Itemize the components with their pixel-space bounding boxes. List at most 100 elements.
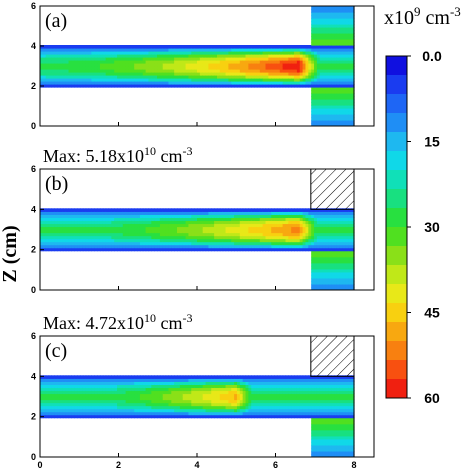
density-cell (157, 223, 161, 228)
density-cell (148, 84, 152, 88)
density-cell (242, 393, 247, 398)
density-cell (108, 226, 112, 231)
density-cell (159, 244, 164, 249)
density-cell (325, 283, 329, 288)
density-cell (225, 235, 229, 240)
density-cell (216, 375, 221, 379)
density-cell (316, 262, 321, 267)
density-cell (88, 235, 92, 240)
density-cell (42, 411, 47, 416)
density-cell (125, 214, 130, 219)
density-cell (316, 244, 321, 249)
density-cell (114, 214, 118, 219)
density-cell (239, 381, 244, 385)
density-cell (194, 81, 198, 85)
density-cell (334, 111, 338, 115)
density-cell (85, 244, 90, 249)
density-cell (108, 375, 112, 379)
density-cell (162, 72, 167, 76)
density-cell (345, 235, 349, 240)
density-cell (219, 381, 224, 385)
density-cell (57, 375, 61, 379)
density-cell (259, 381, 264, 385)
density-cell (145, 72, 150, 76)
density-cell (294, 211, 298, 215)
density-cell (345, 229, 349, 234)
density-cell (125, 226, 130, 231)
density-cell (191, 223, 195, 228)
density-cell (328, 244, 332, 249)
density-cell (331, 72, 335, 76)
density-cell (225, 396, 229, 401)
density-cell (296, 78, 301, 82)
density-cell (296, 84, 301, 88)
density-cell (288, 393, 292, 398)
density-cell (157, 72, 161, 76)
density-cell (276, 226, 281, 231)
density-cell (222, 387, 227, 392)
density-cell (336, 114, 341, 118)
density-cell (40, 381, 44, 385)
density-cell (211, 66, 215, 70)
density-cell (339, 6, 344, 10)
density-cell (191, 375, 195, 379)
density-cell (339, 247, 344, 252)
density-cell (222, 51, 227, 55)
density-cell (99, 226, 104, 231)
density-cell (256, 60, 261, 64)
density-cell (265, 72, 269, 76)
density-cell (291, 414, 295, 419)
density-cell (105, 226, 110, 231)
density-cell (339, 24, 344, 28)
density-cell (54, 214, 58, 219)
density-cell (296, 223, 301, 228)
density-cell (102, 244, 107, 249)
density-cell (82, 217, 87, 222)
density-cell (142, 69, 147, 73)
density-cell (191, 66, 195, 70)
density-cell (242, 238, 247, 243)
density-cell (322, 229, 327, 234)
density-cell (42, 69, 47, 73)
density-cell (91, 384, 95, 389)
density-cell (216, 226, 221, 231)
density-cell (256, 220, 261, 225)
density-cell (119, 51, 124, 55)
density-cell (316, 18, 321, 22)
density-cell (119, 405, 124, 410)
density-cell (222, 69, 227, 73)
density-cell (48, 214, 53, 219)
density-cell (99, 387, 104, 392)
density-cell (351, 232, 355, 237)
density-cell (137, 387, 141, 392)
density-cell (319, 21, 324, 25)
density-cell (322, 108, 327, 112)
density-cell (77, 232, 81, 237)
density-cell (131, 402, 135, 407)
density-cell (214, 235, 218, 240)
density-cell (334, 217, 338, 222)
density-cell (99, 411, 104, 416)
density-cell (322, 117, 327, 121)
density-cell (142, 244, 147, 249)
density-cell (94, 217, 98, 222)
density-cell (191, 45, 195, 49)
density-cell (314, 214, 318, 219)
density-cell (108, 235, 112, 240)
density-cell (117, 214, 121, 219)
density-cell (94, 232, 98, 237)
density-cell (117, 244, 121, 249)
density-cell (197, 414, 201, 419)
density-cell (59, 408, 64, 413)
density-cell (342, 54, 347, 58)
density-cell (331, 33, 335, 37)
density-cell (245, 232, 249, 237)
density-cell (168, 48, 172, 52)
density-cell (228, 411, 232, 416)
density-cell (262, 414, 267, 419)
density-cell (276, 396, 281, 401)
density-cell (125, 405, 130, 410)
density-cell (296, 75, 301, 79)
density-cell (225, 60, 229, 64)
